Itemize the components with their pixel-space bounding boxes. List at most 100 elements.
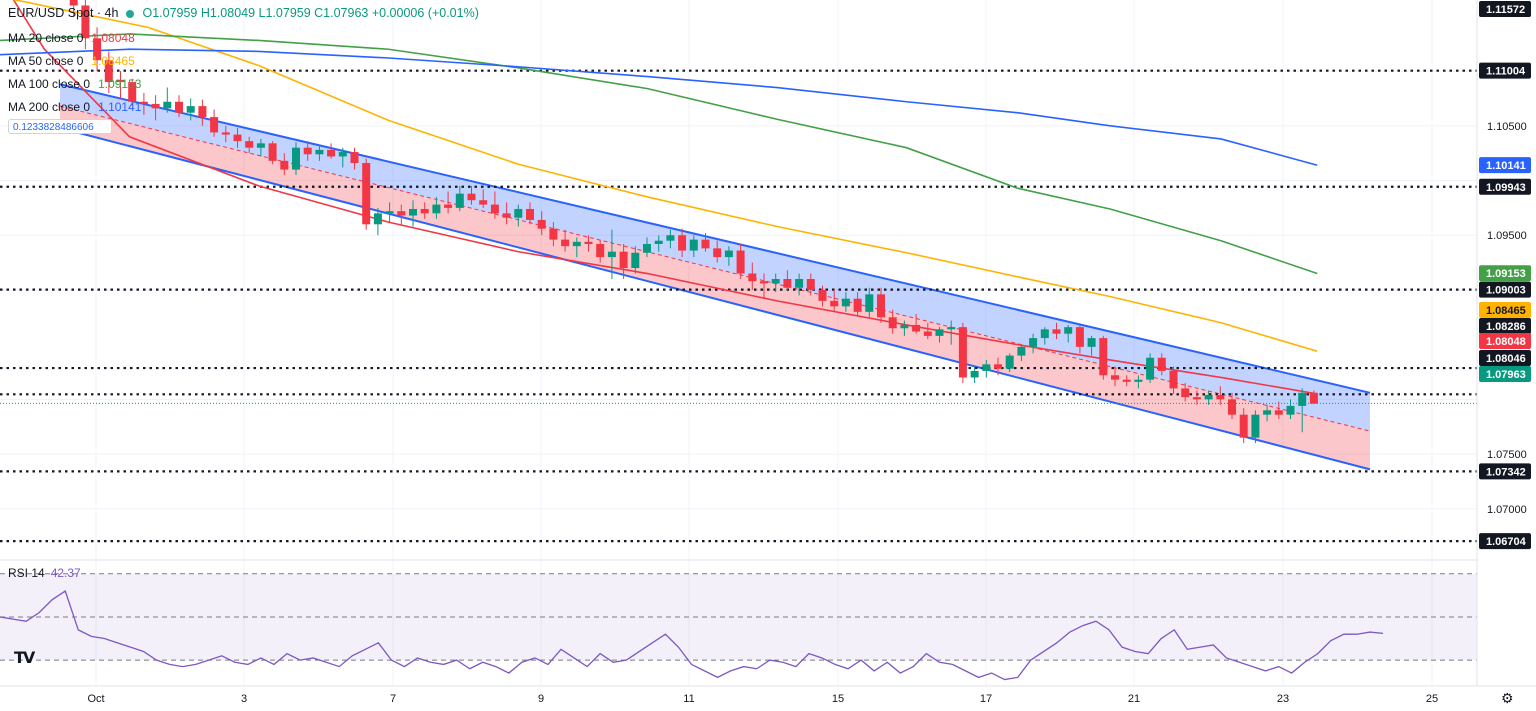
indicator-ma200[interactable]: MA 200 close 0 1.10141 bbox=[8, 97, 141, 117]
candle-body bbox=[432, 204, 441, 214]
price-label: 1.08048 bbox=[1486, 336, 1526, 348]
time-axis: Oct 3 7 9 11 15 17 21 23 25 bbox=[0, 685, 1536, 705]
candle-body bbox=[877, 294, 885, 318]
time-axis-tick: 9 bbox=[538, 693, 544, 705]
candle-body bbox=[994, 364, 1002, 369]
price-label: 1.11004 bbox=[1486, 66, 1526, 78]
candle-body bbox=[818, 289, 827, 301]
candle-body bbox=[1216, 394, 1225, 400]
candle-body bbox=[888, 317, 897, 329]
candle-body bbox=[1087, 338, 1096, 347]
candle-body bbox=[760, 281, 768, 284]
candle-body bbox=[947, 327, 956, 330]
candle-body bbox=[1064, 327, 1073, 334]
indicator-value: 1.09153 bbox=[98, 77, 142, 91]
price-axis: 1.10500 1.09500 1.07500 1.07000 1.11572 1.110… bbox=[1476, 0, 1536, 686]
candle-body bbox=[1146, 357, 1155, 380]
candle-body bbox=[81, 5, 90, 39]
ma-line bbox=[12, 0, 1318, 395]
indicator-value: 1.10141 bbox=[98, 100, 142, 114]
candle-body bbox=[1075, 327, 1084, 347]
price-label: 1.09943 bbox=[1486, 182, 1526, 194]
candle-body bbox=[1099, 338, 1108, 376]
price-label-box bbox=[1479, 302, 1531, 318]
gear-icon[interactable]: ⚙ bbox=[1501, 690, 1514, 706]
descending-channel bbox=[59, 83, 1371, 471]
candle-body bbox=[771, 279, 780, 284]
tradingview-logo-icon[interactable]: TV bbox=[14, 648, 35, 667]
candle-body bbox=[643, 243, 651, 253]
candle-body bbox=[584, 241, 593, 244]
candle-body bbox=[175, 101, 183, 113]
ma-line bbox=[0, 33, 1318, 275]
price-label: 1.06704 bbox=[1486, 536, 1527, 548]
candle-body bbox=[631, 252, 640, 269]
time-axis-tick: 17 bbox=[980, 693, 992, 705]
candle-body bbox=[935, 329, 944, 336]
rsi-pane: 60.0020.0042.37 bbox=[0, 559, 1536, 689]
candle-body bbox=[853, 298, 862, 312]
candle-body bbox=[1181, 388, 1190, 398]
candle-body bbox=[1239, 414, 1248, 438]
candle-body bbox=[1157, 357, 1166, 371]
candle-body bbox=[151, 103, 160, 109]
drawing-overlay-pill[interactable]: 0.1233828486606 bbox=[8, 119, 112, 134]
price-axis-tick: 1.07000 bbox=[1487, 504, 1527, 516]
candle-body bbox=[350, 152, 359, 164]
price-label: 1.07963 bbox=[1486, 369, 1526, 381]
time-axis-tick: 11 bbox=[683, 693, 694, 705]
price-label-box bbox=[1479, 318, 1531, 334]
candle-body bbox=[128, 82, 137, 102]
symbol-header: EUR/USD Spot · 4h O1.07959 H1.08049 L1.07… bbox=[8, 6, 479, 20]
rsi-value: 42.37 bbox=[50, 566, 81, 580]
candle-body bbox=[221, 132, 230, 135]
price-label: 1.08465 bbox=[1486, 305, 1526, 317]
candle-body bbox=[783, 279, 792, 288]
rsi-legend[interactable]: RSI 14 42.37 bbox=[8, 566, 81, 580]
candle-body bbox=[256, 143, 265, 148]
candle-body bbox=[233, 134, 242, 142]
candle-body bbox=[116, 79, 125, 83]
price-label-box bbox=[1479, 157, 1531, 174]
candle-body bbox=[1251, 414, 1260, 438]
indicator-label: MA 200 close 0 bbox=[8, 100, 91, 114]
time-axis-tick: 7 bbox=[390, 693, 396, 705]
price-level-lines bbox=[0, 69, 1477, 543]
candle-body bbox=[736, 250, 745, 274]
indicator-ma50[interactable]: MA 50 close 0 1.08465 bbox=[8, 51, 135, 71]
candle-body bbox=[1005, 355, 1014, 369]
candle-body bbox=[455, 193, 464, 208]
price-axis-tick: 1.07500 bbox=[1487, 449, 1527, 461]
candle-body bbox=[830, 300, 839, 307]
symbol-title[interactable]: EUR/USD Spot · 4h bbox=[8, 6, 119, 20]
candle-body bbox=[958, 327, 967, 378]
time-axis-tick: 23 bbox=[1277, 693, 1289, 705]
candle-body bbox=[268, 143, 277, 161]
price-label: 1.09153 bbox=[1486, 268, 1526, 280]
time-axis-tick: 3 bbox=[241, 693, 247, 705]
ma-line bbox=[11, 0, 1318, 352]
indicator-label: MA 100 close 0 bbox=[8, 77, 91, 91]
price-label-box bbox=[1479, 366, 1531, 382]
chart-grid bbox=[0, 0, 1477, 686]
price-label-box bbox=[1479, 333, 1531, 349]
candle-body bbox=[303, 147, 312, 155]
candle-body bbox=[806, 279, 815, 290]
price-label-box bbox=[1479, 178, 1531, 195]
candle-body bbox=[1274, 410, 1283, 415]
time-axis-tick: 25 bbox=[1426, 693, 1438, 705]
candle-body bbox=[1134, 379, 1143, 382]
indicator-ma20[interactable]: MA 20 close 0 1.08048 bbox=[8, 28, 135, 48]
candle-body bbox=[362, 163, 371, 225]
candle-body bbox=[923, 331, 932, 336]
price-label: 1.11572 bbox=[1486, 4, 1525, 16]
candle-body bbox=[678, 235, 687, 251]
price-label-box bbox=[1479, 1, 1531, 17]
candle-body bbox=[93, 38, 102, 61]
indicator-ma100[interactable]: MA 100 close 0 1.09153 bbox=[8, 74, 141, 94]
time-axis-tick: 21 bbox=[1128, 693, 1140, 705]
candle-body bbox=[104, 60, 113, 83]
price-label-box bbox=[1479, 463, 1531, 480]
candle-body bbox=[327, 149, 336, 157]
